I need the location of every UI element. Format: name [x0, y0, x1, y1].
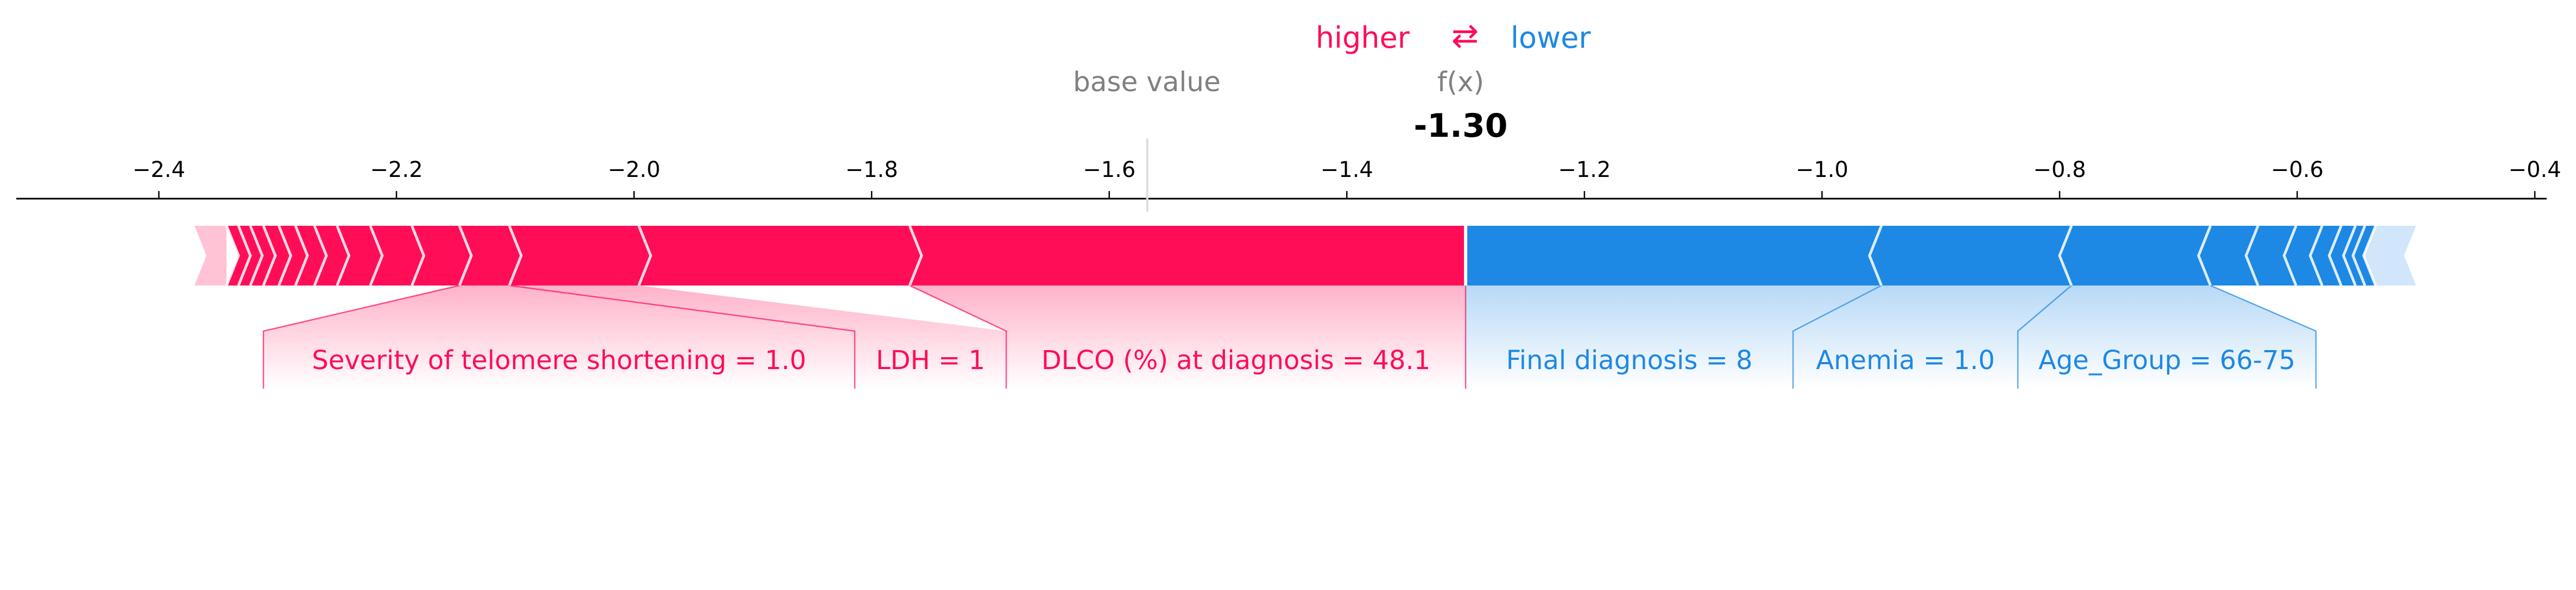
- negative-label-area: [1793, 286, 2072, 389]
- direction-arrows-icon: ⇄: [1451, 17, 1479, 55]
- x-tick-label: −2.0: [608, 157, 660, 182]
- negative-segment-divider: [2197, 225, 2212, 286]
- positive-label-area: [509, 286, 1007, 389]
- higher-label: higher: [1316, 21, 1410, 55]
- x-axis: −2.4 −2.2 −2.0 −1.8 −1.6 −1.4 −1.2 −1.0 −0.8 −0.6…: [16, 138, 2561, 212]
- positive-segment-divider: [249, 225, 264, 286]
- positive-segment-divider: [411, 225, 426, 286]
- positive-label-connector: [909, 284, 1007, 389]
- positive-segment-divider: [508, 225, 523, 286]
- negative-segment-divider: [2308, 225, 2324, 286]
- fx-value: -1.30: [1414, 107, 1508, 145]
- x-tick-label: −2.2: [370, 157, 423, 182]
- negative-segment-divider: [1868, 225, 1883, 286]
- positive-segment-divider: [908, 225, 923, 286]
- x-tick-label: −1.8: [845, 157, 898, 182]
- negative-label-connector: [2210, 284, 2317, 389]
- negative-segment-divider: [2362, 225, 2377, 286]
- positive-bar: [226, 226, 1466, 286]
- x-tick-label: −1.4: [1321, 157, 1373, 182]
- negative-segment-divider: [2327, 225, 2343, 286]
- negative-feature-label: Age_Group = 66-75: [2038, 345, 2295, 376]
- label-fill-areas: [262, 284, 2317, 389]
- base-value-label: base value: [1073, 66, 1221, 98]
- x-tick-label: −1.2: [1558, 157, 1611, 182]
- positive-segment-divider: [225, 225, 240, 286]
- positive-label-area: [910, 286, 1466, 389]
- positive-segment-divider: [294, 225, 309, 286]
- negative-segment-divider: [2351, 225, 2366, 286]
- positive-feature-label: LDH = 1: [876, 345, 985, 376]
- x-tick-label: −1.6: [1083, 157, 1135, 182]
- positive-segment-divider: [262, 225, 277, 286]
- negative-segment-divider: [2342, 225, 2357, 286]
- positive-segment-divider: [458, 225, 473, 286]
- x-tick-label: −0.6: [2271, 157, 2324, 182]
- fx-label: f(x): [1437, 66, 1484, 98]
- positive-feature-label: Severity of telomere shortening = 1.0: [312, 345, 806, 376]
- positive-segment-divider: [637, 225, 653, 286]
- x-tick-label: −2.4: [132, 157, 185, 182]
- negative-feature-label: Final diagnosis = 8: [1506, 345, 1753, 376]
- negative-label-area: [2018, 286, 2316, 389]
- positive-label-connector: [262, 284, 460, 389]
- positive-segment-divider: [369, 225, 384, 286]
- positive-segment-divider: [336, 225, 351, 286]
- negative-segment-divider: [2282, 225, 2297, 286]
- positive-segment-divider: [237, 225, 252, 286]
- feature-labels: Severity of telomere shortening = 1.0 LDH…: [312, 345, 2295, 376]
- negative-segment-divider: [2244, 225, 2259, 286]
- positive-segment-divider: [313, 225, 328, 286]
- positive-label-connector: [509, 284, 856, 389]
- positive-feature-label: DLCO (%) at diagnosis = 48.1: [1041, 345, 1431, 376]
- x-tick-label: −1.0: [1796, 157, 1848, 182]
- positive-tail-segment: [194, 226, 227, 286]
- x-tick-label: −0.8: [2033, 157, 2086, 182]
- negative-feature-label: Anemia = 1.0: [1816, 345, 1994, 376]
- force-bars: [194, 225, 2416, 286]
- negative-label-area: [1466, 286, 1882, 389]
- positive-segment-divider: [277, 225, 293, 286]
- positive-label-area: [263, 286, 855, 389]
- negative-segment-divider: [2058, 225, 2073, 286]
- negative-bar: [1466, 226, 2376, 286]
- x-tick-label: −0.4: [2509, 157, 2561, 182]
- lower-label: lower: [1511, 21, 1591, 55]
- negative-tail-segment: [2363, 226, 2416, 286]
